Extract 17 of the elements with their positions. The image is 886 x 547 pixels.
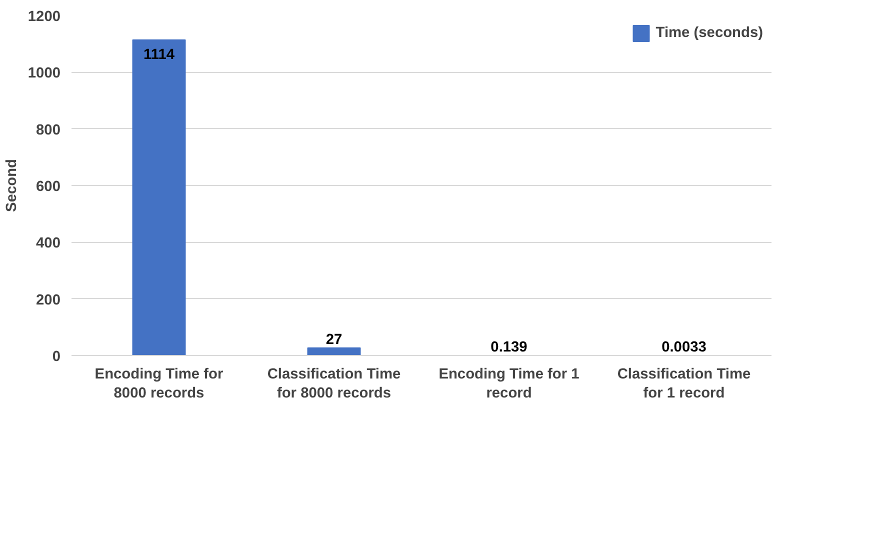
y-tick-label: 200 [36,292,61,308]
y-tick-label: 800 [36,122,61,138]
data-label: 0.0033 [662,340,706,356]
y-tick-label: 400 [36,236,61,252]
y-tick-label: 1000 [28,66,61,82]
legend-label: Time (seconds) [656,25,763,41]
x-tick-label: Classification Time for 8000 records [267,366,401,402]
data-label: 0.139 [490,339,528,356]
data-label: 1114 [144,46,176,63]
y-tick-label: 0 [52,349,61,365]
y-tick-label: 600 [36,179,61,195]
data-label: 27 [326,332,342,348]
y-tick-label: 1200 [28,9,61,25]
x-tick-label: Classification Time for 1 record [617,366,751,402]
x-tick-label: Encoding Time for 1 record [438,366,580,402]
x-tick-label: Encoding Time for 8000 records [94,366,224,402]
y-axis-title: Second [4,159,20,212]
